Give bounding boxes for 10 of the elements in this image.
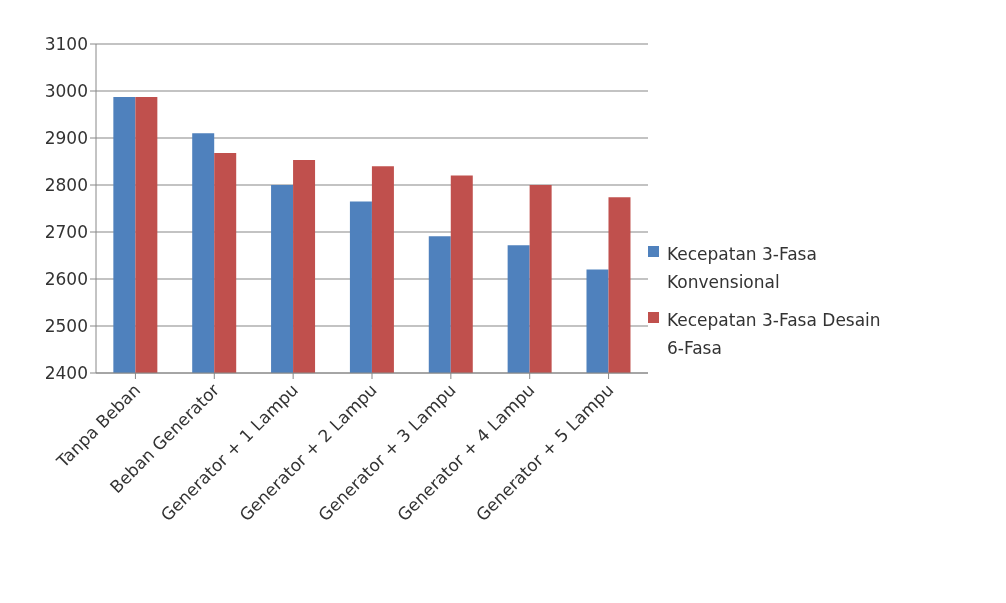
y-tick-label: 3000 — [44, 81, 88, 102]
y-tick-label: 2700 — [44, 222, 88, 243]
legend-label: Kecepatan 3-Fasa Desain 6-Fasa — [667, 308, 882, 360]
y-tick-label: 2800 — [44, 175, 88, 196]
y-tick-label: 2900 — [44, 128, 88, 149]
y-tick-label: 2400 — [44, 363, 88, 384]
legend-label: Kecepatan 3-Fasa Konvensional — [667, 242, 818, 294]
y-tick-label: 2500 — [44, 316, 88, 337]
y-tick-label: 2600 — [44, 269, 88, 290]
y-tick-label: 3100 — [44, 34, 88, 55]
